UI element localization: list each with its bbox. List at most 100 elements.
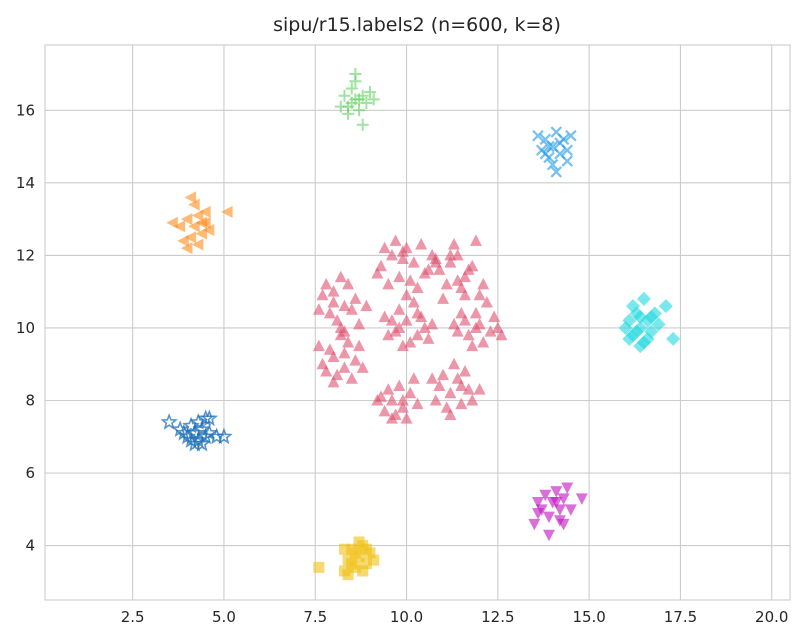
data-point — [542, 511, 555, 524]
data-point — [195, 216, 208, 229]
data-point — [411, 281, 424, 294]
data-point — [353, 536, 365, 548]
data-point — [202, 224, 215, 236]
data-point — [184, 191, 197, 204]
data-point — [550, 497, 563, 509]
data-point — [338, 346, 351, 359]
data-points — [160, 68, 681, 581]
data-point — [342, 277, 355, 290]
x-tick-label: 15.0 — [572, 608, 605, 626]
data-point — [393, 303, 406, 315]
data-point — [448, 357, 461, 370]
data-point — [532, 129, 544, 142]
data-point — [199, 205, 211, 218]
data-point — [327, 350, 340, 362]
data-point — [312, 339, 325, 352]
x-tick-label: 20.0 — [755, 608, 788, 626]
data-point — [550, 126, 563, 138]
data-point — [477, 335, 490, 348]
data-point — [334, 100, 347, 113]
data-point — [353, 104, 366, 117]
plot-frame — [44, 44, 791, 601]
data-point — [334, 328, 347, 341]
data-point — [407, 296, 420, 308]
data-point — [451, 274, 464, 286]
data-point — [353, 339, 366, 352]
plot-background — [45, 45, 790, 600]
data-point — [353, 317, 366, 330]
data-point — [360, 97, 373, 110]
y-axis-ticks: 4 6 8 10 12 14 16 — [16, 101, 35, 554]
data-point — [575, 493, 588, 505]
x-tick-label: 17.5 — [664, 608, 697, 626]
data-point — [437, 292, 450, 304]
data-point — [400, 412, 413, 424]
data-point — [542, 529, 555, 542]
data-point — [396, 252, 409, 265]
data-point — [444, 408, 457, 420]
data-point — [444, 248, 457, 261]
data-point — [658, 299, 673, 314]
data-point — [349, 354, 362, 366]
data-point — [404, 335, 417, 348]
data-point — [411, 306, 424, 319]
x-axis-ticks: 2.5 5.0 7.5 10.0 12.5 15.0 17.5 20.0 — [121, 608, 789, 626]
data-point — [528, 518, 541, 531]
data-point — [466, 393, 479, 406]
y-tick-label: 10 — [16, 319, 35, 337]
data-point — [539, 489, 552, 502]
data-point — [495, 328, 508, 341]
data-point — [455, 379, 468, 391]
data-point — [349, 68, 362, 81]
data-point — [400, 288, 413, 301]
data-point — [550, 486, 563, 498]
data-point — [353, 93, 366, 106]
data-point — [378, 241, 391, 254]
data-point — [448, 238, 461, 250]
data-point — [345, 97, 358, 110]
data-point — [221, 205, 233, 218]
data-point — [469, 321, 482, 333]
data-point — [625, 299, 640, 314]
data-point — [345, 372, 358, 384]
data-point — [360, 543, 372, 555]
data-point — [554, 137, 566, 149]
data-point — [426, 317, 439, 330]
data-point — [636, 291, 651, 306]
data-point — [539, 133, 552, 146]
data-point — [444, 386, 457, 399]
data-point — [342, 335, 355, 348]
data-point — [415, 238, 428, 250]
data-point — [451, 325, 464, 337]
data-point — [458, 270, 471, 283]
data-point — [400, 314, 413, 326]
data-point — [175, 423, 193, 441]
data-point — [644, 310, 659, 325]
y-tick-label: 14 — [16, 174, 35, 192]
data-point — [360, 299, 373, 312]
data-point — [458, 364, 471, 377]
data-point — [546, 158, 559, 171]
data-point — [565, 129, 577, 142]
data-point — [396, 339, 409, 352]
data-point — [458, 288, 471, 301]
data-point — [651, 317, 666, 332]
data-point — [618, 320, 633, 335]
data-point — [466, 339, 479, 352]
data-point — [166, 216, 178, 229]
y-tick-label: 16 — [16, 101, 35, 119]
data-point — [418, 321, 431, 333]
data-point — [396, 245, 409, 257]
data-point — [180, 242, 193, 255]
data-point — [469, 234, 482, 246]
data-point — [462, 383, 475, 395]
x-tick-label: 7.5 — [303, 608, 327, 626]
data-point — [360, 558, 372, 570]
data-point — [393, 321, 406, 333]
data-point — [429, 252, 442, 265]
data-point — [323, 343, 336, 355]
data-point — [215, 427, 233, 445]
data-point — [550, 166, 563, 178]
data-point — [378, 310, 391, 323]
data-point — [422, 332, 435, 344]
